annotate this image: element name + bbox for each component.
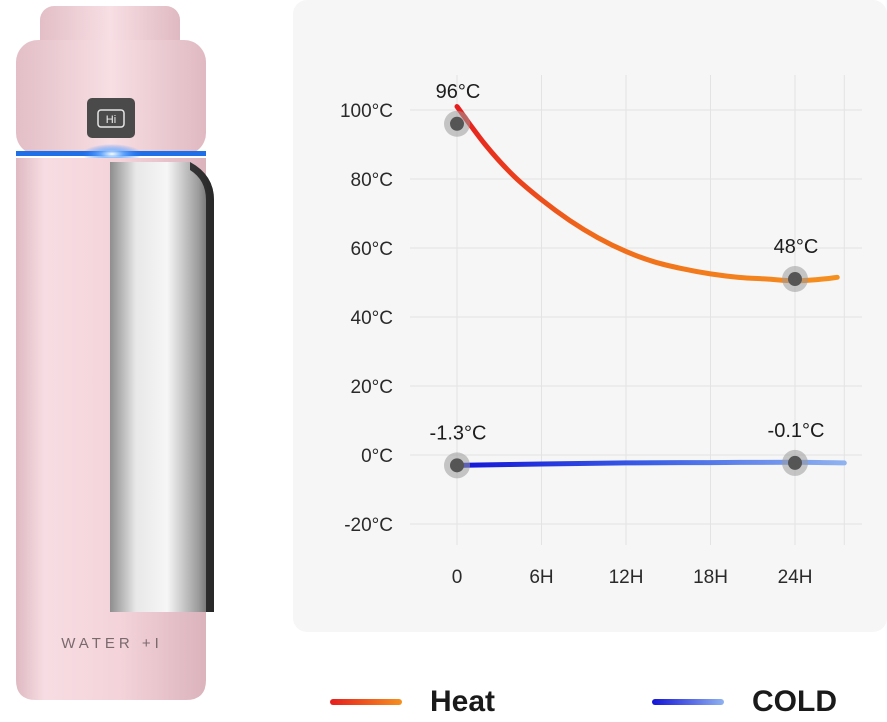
bottle-cap: [16, 6, 206, 155]
y-tick-label: 0°C: [361, 446, 393, 467]
x-tick-label: 6H: [529, 567, 553, 588]
data-label-heat: 48°C: [774, 236, 819, 258]
data-label-cold: -1.3°C: [430, 422, 487, 444]
x-tick-label: 24H: [778, 567, 813, 588]
y-tick-label: 80°C: [351, 170, 393, 191]
data-point-heat: [788, 272, 802, 287]
y-tick-label: -20°C: [344, 515, 393, 536]
legend-label-heat: Heat: [430, 685, 496, 718]
legend-label-cold: COLD: [752, 685, 837, 718]
legend-swatch-heat: [330, 699, 402, 705]
y-tick-label: 20°C: [351, 377, 393, 398]
data-label-heat: 96°C: [436, 81, 481, 103]
bottle-logo-text: WATER +I: [61, 635, 163, 652]
legend-item-heat: Heat: [330, 686, 495, 718]
x-tick-label: 12H: [609, 567, 644, 588]
y-tick-label: 40°C: [351, 308, 393, 329]
chart-panel: [293, 0, 887, 632]
data-point-heat: [450, 116, 464, 131]
x-tick-label: 18H: [693, 567, 728, 588]
x-tick-label: 0: [452, 567, 463, 588]
steel-cutaway: [110, 162, 214, 612]
bottle-illustration: Hi WATER +I: [16, 6, 214, 700]
display-badge: Hi: [87, 98, 135, 138]
data-point-cold: [450, 458, 464, 473]
legend-item-cold: COLD: [652, 686, 837, 718]
data-label-cold: -0.1°C: [768, 420, 825, 442]
y-tick-label: 60°C: [351, 239, 393, 260]
legend-swatch-cold: [652, 699, 724, 705]
display-text: Hi: [106, 114, 116, 126]
data-point-cold: [788, 455, 802, 470]
chart-legend: Heat COLD: [0, 680, 887, 722]
y-tick-label: 100°C: [340, 101, 393, 122]
